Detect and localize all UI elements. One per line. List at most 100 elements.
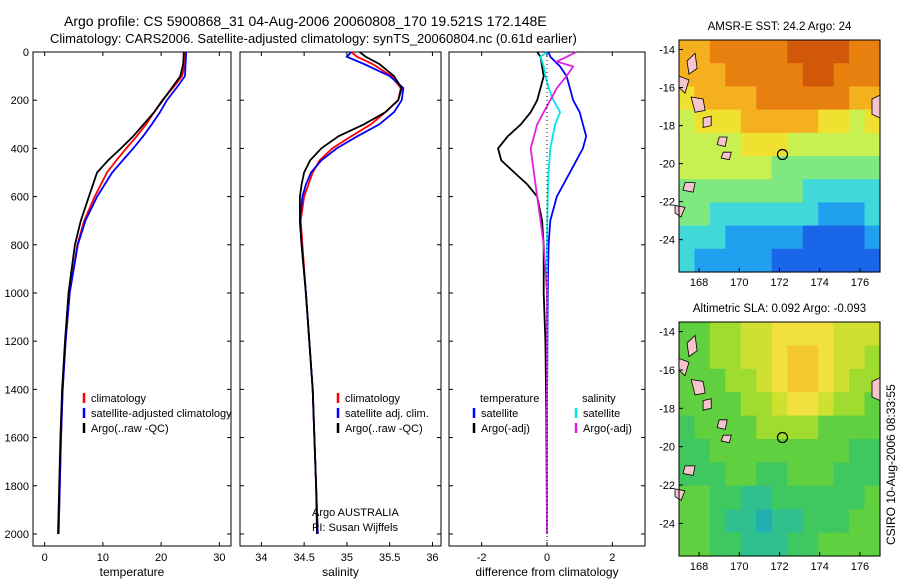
temperature-ytick-label: 0 — [23, 47, 29, 59]
sst-cell — [849, 109, 866, 134]
temperature-xtick-label: 10 — [97, 552, 109, 564]
sst-cell — [833, 225, 850, 250]
sla-ytick-label: -14 — [659, 327, 675, 339]
sst-cell — [833, 179, 850, 203]
sla-cell — [709, 368, 726, 393]
sla-cell — [849, 439, 866, 463]
sst-island — [702, 115, 712, 129]
sst-title: AMSR-E SST: 24.2 Argo: 24 — [708, 21, 852, 33]
sst-cell — [802, 156, 819, 180]
sst-cell — [787, 225, 804, 250]
sst-cell — [694, 63, 711, 87]
sst-cell — [802, 40, 819, 64]
sla-cell — [833, 485, 850, 510]
salinity-xtick-label: 35.5 — [379, 552, 400, 564]
sla-cell — [771, 532, 788, 557]
sla-cell — [709, 532, 726, 557]
sst-xtick-label: 174 — [811, 277, 829, 289]
sst-cell — [849, 86, 866, 111]
sla-cell — [694, 462, 711, 487]
sla-cell — [771, 439, 788, 463]
difference-xtick-label: 2 — [609, 552, 615, 564]
sst-cell — [725, 248, 742, 273]
sst-cell — [709, 202, 726, 227]
sst-cell — [756, 179, 773, 203]
sla-cell — [740, 368, 757, 393]
sst-ytick-label: -22 — [659, 197, 675, 209]
sla-cell — [725, 509, 742, 534]
temperature-panel: 0 10 20 30 0 200 400 600 800 1000 1200 1400 1600 1800… — [5, 47, 233, 579]
sst-cell — [787, 248, 804, 273]
salinity-xtick-label: 36 — [426, 552, 438, 564]
sst-xtick-label: 170 — [730, 277, 748, 289]
sst-cell — [725, 225, 742, 250]
sla-cell — [818, 509, 835, 534]
temperature-legend-label: climatology — [91, 393, 147, 405]
sla-cell — [818, 462, 835, 487]
salinity-xtick-label: 34.5 — [293, 552, 314, 564]
sst-cell — [756, 156, 773, 180]
sst-argo-marker — [776, 148, 789, 161]
sla-cell — [771, 392, 788, 417]
sst-cell — [787, 109, 804, 134]
sla-cell — [694, 509, 711, 534]
sst-cell — [849, 63, 866, 87]
sla-cell — [787, 509, 804, 534]
sla-cell — [802, 485, 819, 510]
sla-xtick-label: 174 — [811, 561, 829, 573]
sst-ytick-label: -20 — [659, 159, 675, 171]
sst-cell — [818, 63, 835, 87]
salinity-legend-label: Argo(..raw -QC) — [345, 423, 423, 435]
sst-cell — [818, 225, 835, 250]
sst-cell — [694, 202, 711, 227]
sla-cell — [787, 345, 804, 370]
temperature-frame — [32, 51, 232, 547]
sst-cell — [694, 156, 711, 180]
sst-cell — [849, 225, 866, 250]
sla-cell — [849, 532, 866, 557]
difference-xtick-label: 0 — [544, 552, 550, 564]
sst-cell — [787, 63, 804, 87]
sst-cell — [709, 86, 726, 111]
sst-xtick-label: 172 — [770, 277, 788, 289]
sst-cell — [756, 225, 773, 250]
sla-ytick-label: -16 — [659, 365, 675, 377]
difference-salinity-legend-label: satellite — [583, 408, 620, 420]
sla-cell — [709, 322, 726, 346]
sla-cell — [756, 509, 773, 534]
sla-cell — [740, 532, 757, 557]
sla-ytick-label: -24 — [659, 518, 675, 530]
sst-cell — [740, 63, 757, 87]
sla-cell — [709, 439, 726, 463]
sst-island — [674, 204, 686, 218]
sst-cell — [740, 202, 757, 227]
sst-cell — [679, 132, 696, 157]
sla-island — [682, 465, 696, 476]
sst-cell — [740, 132, 757, 157]
sla-island — [716, 419, 728, 430]
pi-credit: PI: Susan Wijffels — [312, 522, 398, 534]
sst-cell — [725, 109, 742, 134]
header-line-2: Climatology: CARS2006. Satellite-adjuste… — [50, 31, 577, 46]
sst-cell — [849, 179, 866, 203]
sst-cell — [709, 225, 726, 250]
sla-cell — [787, 462, 804, 487]
sst-island — [690, 96, 706, 113]
sla-cell — [740, 392, 757, 417]
sst-cell — [709, 248, 726, 273]
sla-cell — [740, 462, 757, 487]
sla-cell — [802, 392, 819, 417]
sst-cell — [802, 86, 819, 111]
difference-legend-title-salinity: salinity — [582, 393, 616, 405]
sla-cell — [725, 322, 742, 346]
temperature-xtick-label: 30 — [213, 552, 225, 564]
sla-cell — [679, 509, 696, 534]
sst-cell — [787, 132, 804, 157]
sla-cell — [818, 368, 835, 393]
sst-cell — [787, 202, 804, 227]
sst-cell — [849, 156, 866, 180]
sst-ytick-label: -24 — [659, 235, 675, 247]
sst-cell — [694, 132, 711, 157]
sst-cell — [740, 40, 757, 64]
salinity-series-argo — [298, 51, 403, 535]
